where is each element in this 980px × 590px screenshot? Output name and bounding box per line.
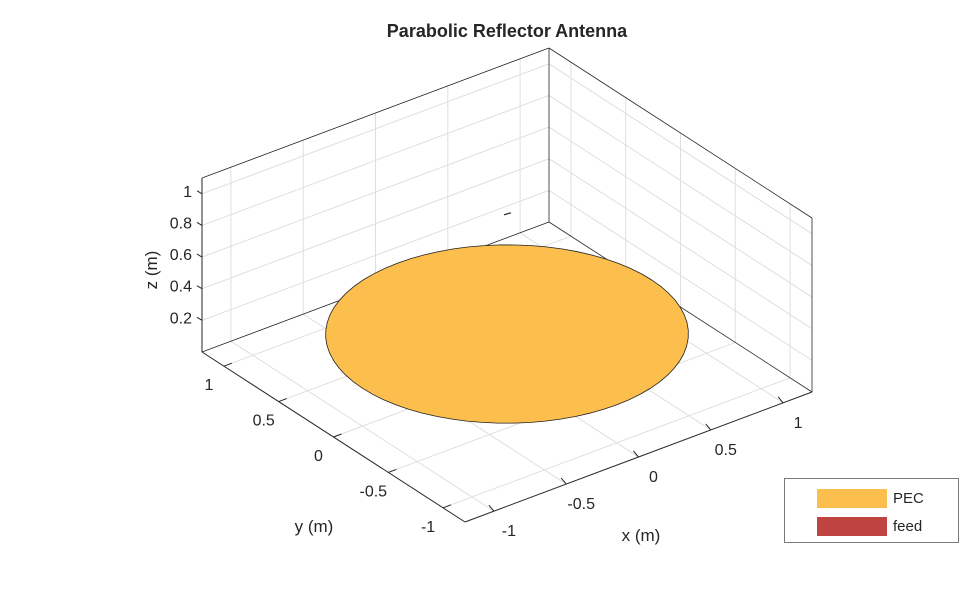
grid-line-z: [548, 95, 813, 266]
y-tick: [388, 468, 397, 473]
grid-line-z: [548, 158, 813, 330]
legend-label-feed: feed: [893, 517, 923, 535]
z-tick-label: 0.2: [170, 310, 192, 327]
x-tick: [705, 423, 712, 431]
x-tick-label: 0.5: [715, 442, 737, 459]
grid-line-z: [201, 126, 550, 258]
y-tick-label: 0.5: [253, 413, 275, 430]
y-axis-label: y (m): [295, 517, 334, 536]
tick-labels: -1 -0.5 0 0.5 1 -1 -0.5 0 0.5 1 0.2 0.4 0.6 0.8 1: [170, 184, 803, 540]
box-edge: [548, 47, 813, 219]
reflector-surface: [325, 244, 689, 424]
legend-item-pec: PEC: [817, 488, 924, 508]
z-tick: [196, 253, 203, 258]
grid-line-z: [201, 94, 550, 226]
x-tick: [560, 477, 567, 485]
y-tick-label: -0.5: [360, 483, 388, 500]
y-tick: [333, 433, 342, 438]
legend-item-feed: feed: [817, 516, 922, 536]
grid-line-z: [201, 158, 550, 290]
x-tick: [777, 396, 784, 404]
z-axis-label: z (m): [142, 251, 161, 290]
grid-line-z: [548, 126, 813, 298]
feed-mark: [503, 212, 512, 216]
legend-swatch-feed: [817, 516, 887, 536]
y-tick-label: 0: [314, 448, 323, 465]
grid-line-z: [548, 189, 813, 361]
box-edge: [201, 47, 550, 179]
grid-line-z: [548, 63, 813, 235]
z-tick-label: 0.8: [170, 215, 192, 232]
x-axis-label: x (m): [622, 526, 661, 545]
x-tick-label: 1: [794, 415, 803, 432]
y-tick: [442, 504, 452, 509]
plot-marks: [325, 212, 689, 424]
grid-line-z: [201, 189, 550, 321]
grid-line-z: [201, 63, 550, 195]
z-tick-label: 0.4: [170, 279, 192, 296]
grid-line-y: [442, 377, 791, 509]
x-tick-label: -0.5: [567, 496, 595, 513]
y-tick: [223, 362, 233, 367]
z-tick: [196, 222, 203, 226]
x-tick: [633, 450, 639, 458]
x-tick-label: -1: [502, 523, 516, 540]
z-tick-label: 1: [183, 184, 192, 201]
legend: PEC feed: [784, 478, 959, 543]
z-tick-label: 0.6: [170, 247, 192, 264]
legend-label-pec: PEC: [893, 489, 924, 507]
grid-lines: [201, 58, 813, 512]
x-tick-label: 0: [649, 469, 658, 486]
y-tick: [278, 398, 287, 403]
z-tick: [196, 190, 203, 195]
z-tick: [196, 285, 203, 290]
legend-swatch-pec: [817, 488, 887, 508]
chart-title: Parabolic Reflector Antenna: [387, 21, 628, 41]
y-tick-label: -1: [421, 519, 435, 536]
y-tick-label: 1: [204, 377, 213, 394]
x-tick: [488, 504, 495, 512]
z-tick: [196, 316, 203, 321]
